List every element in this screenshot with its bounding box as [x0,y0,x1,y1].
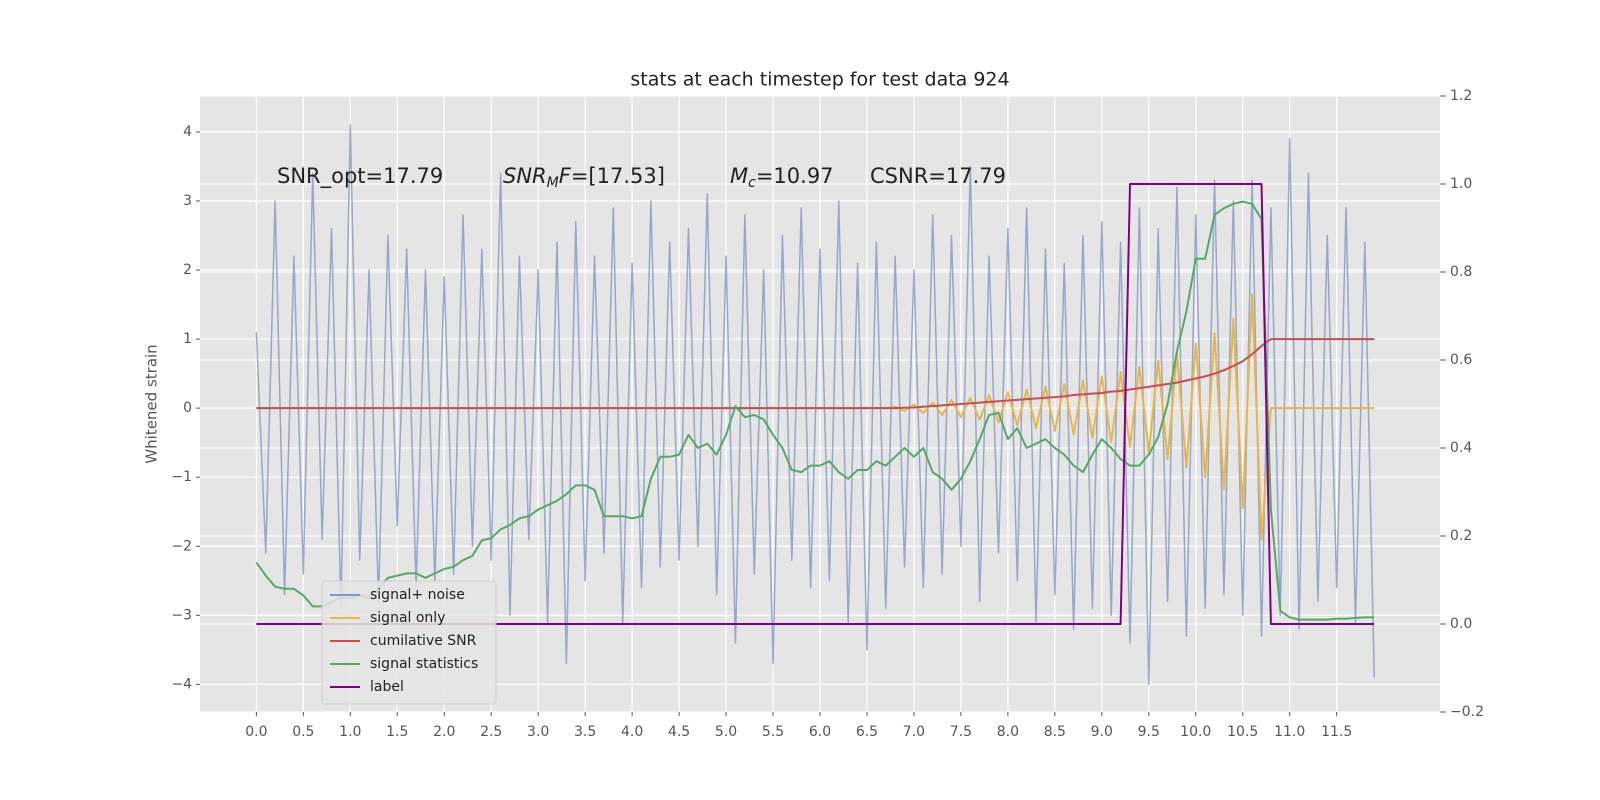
y-tick-label: 4 [183,124,192,140]
x-tick-label: 3.0 [527,724,549,740]
annotation: SNRMF=[17.53] [503,164,665,191]
y-axis-title: Whitened strain [143,344,161,463]
x-tick-label: 4.0 [621,724,643,740]
x-tick-label: 11.0 [1274,724,1305,740]
y-tick-label: −4 [171,676,192,692]
annotation-part: M [547,175,559,191]
annotation: CSNR=17.79 [870,164,1006,188]
x-tick-label: 9.0 [1091,724,1113,740]
x-tick-label: 7.5 [950,724,972,740]
x-tick-label: 10.0 [1180,724,1211,740]
x-tick-label: 6.5 [856,724,878,740]
legend: signal+ noise signal only cumilative SNR si… [321,580,497,705]
annotation-part: =10.97 [756,164,834,188]
legend-label: signal statistics [370,656,478,672]
x-tick-label: 6.0 [809,724,831,740]
y2-tick-label: 0.8 [1450,264,1472,280]
legend-label: signal+ noise [370,587,465,603]
annotation: Mc=10.97 [730,164,834,191]
series-line [255,124,1375,686]
axes: 0.0 0.5 1.0 1.5 2.0 2.5 3.0 3.5 4.0 4.5 5.0 5.5 6.0 6… [171,88,1484,740]
x-tick-label: 5.5 [762,724,784,740]
legend-label: signal only [370,610,445,626]
x-tick-label: 4.5 [668,724,690,740]
x-tick-label: 3.5 [574,724,596,740]
x-tick-label: 5.0 [715,724,737,740]
series-line [256,338,1375,410]
y-tick-label: 3 [183,193,192,209]
x-tick-label: 10.5 [1227,724,1258,740]
x-tick-label: 1.0 [339,724,361,740]
y2-tick-label: 0.2 [1450,528,1472,544]
annotation: SNR_opt=17.79 [277,164,443,189]
y-tick-label: 0 [183,400,192,416]
y-tick-label: −3 [171,607,192,623]
x-tick-label: 8.5 [1044,724,1066,740]
y2-tick-label: 0.4 [1450,440,1472,456]
x-tick-label: 2.0 [433,724,455,740]
x-tick-label: 0.5 [292,724,314,740]
y-tick-label: 2 [183,262,192,278]
plot-area: SNR_opt=17.79 SNRMF=[17.53] Mc=10.97 CSNR=1… [255,124,1375,686]
y2-tick-label: 0.6 [1450,352,1472,368]
y2-tick-label: 1.0 [1450,176,1472,192]
x-tick-label: 7.0 [903,724,925,740]
annotation-part: SNR [503,164,547,188]
annotation-part: c [748,175,756,191]
y-tick-label: 1 [183,331,192,347]
chart-title: stats at each timestep for test data 924 [630,69,1009,91]
x-tick-label: 2.5 [480,724,502,740]
y-tick-label: −1 [171,469,192,485]
legend-label: cumilative SNR [370,633,477,649]
x-tick-label: 8.0 [997,724,1019,740]
annotation-part: SNR_opt=17.79 [277,164,443,189]
x-tick-label: 1.5 [386,724,408,740]
x-tick-label: 11.5 [1321,724,1352,740]
y2-tick-label: −0.2 [1450,704,1484,720]
x-tick-label: 0.0 [245,724,267,740]
grid [200,95,1440,713]
series-line [255,200,1375,621]
y2-tick-label: 0.0 [1450,616,1472,632]
legend-box [321,580,497,705]
y2-tick-label: 1.2 [1450,88,1472,104]
x-tick-label: 9.5 [1138,724,1160,740]
legend-label: label [370,679,404,695]
annotation-part: CSNR=17.79 [870,164,1006,188]
y-tick-label: −2 [171,538,192,554]
annotation-part: M [730,164,748,188]
annotation-part: =[17.53] [571,164,665,188]
annotation-part: F [559,164,572,188]
